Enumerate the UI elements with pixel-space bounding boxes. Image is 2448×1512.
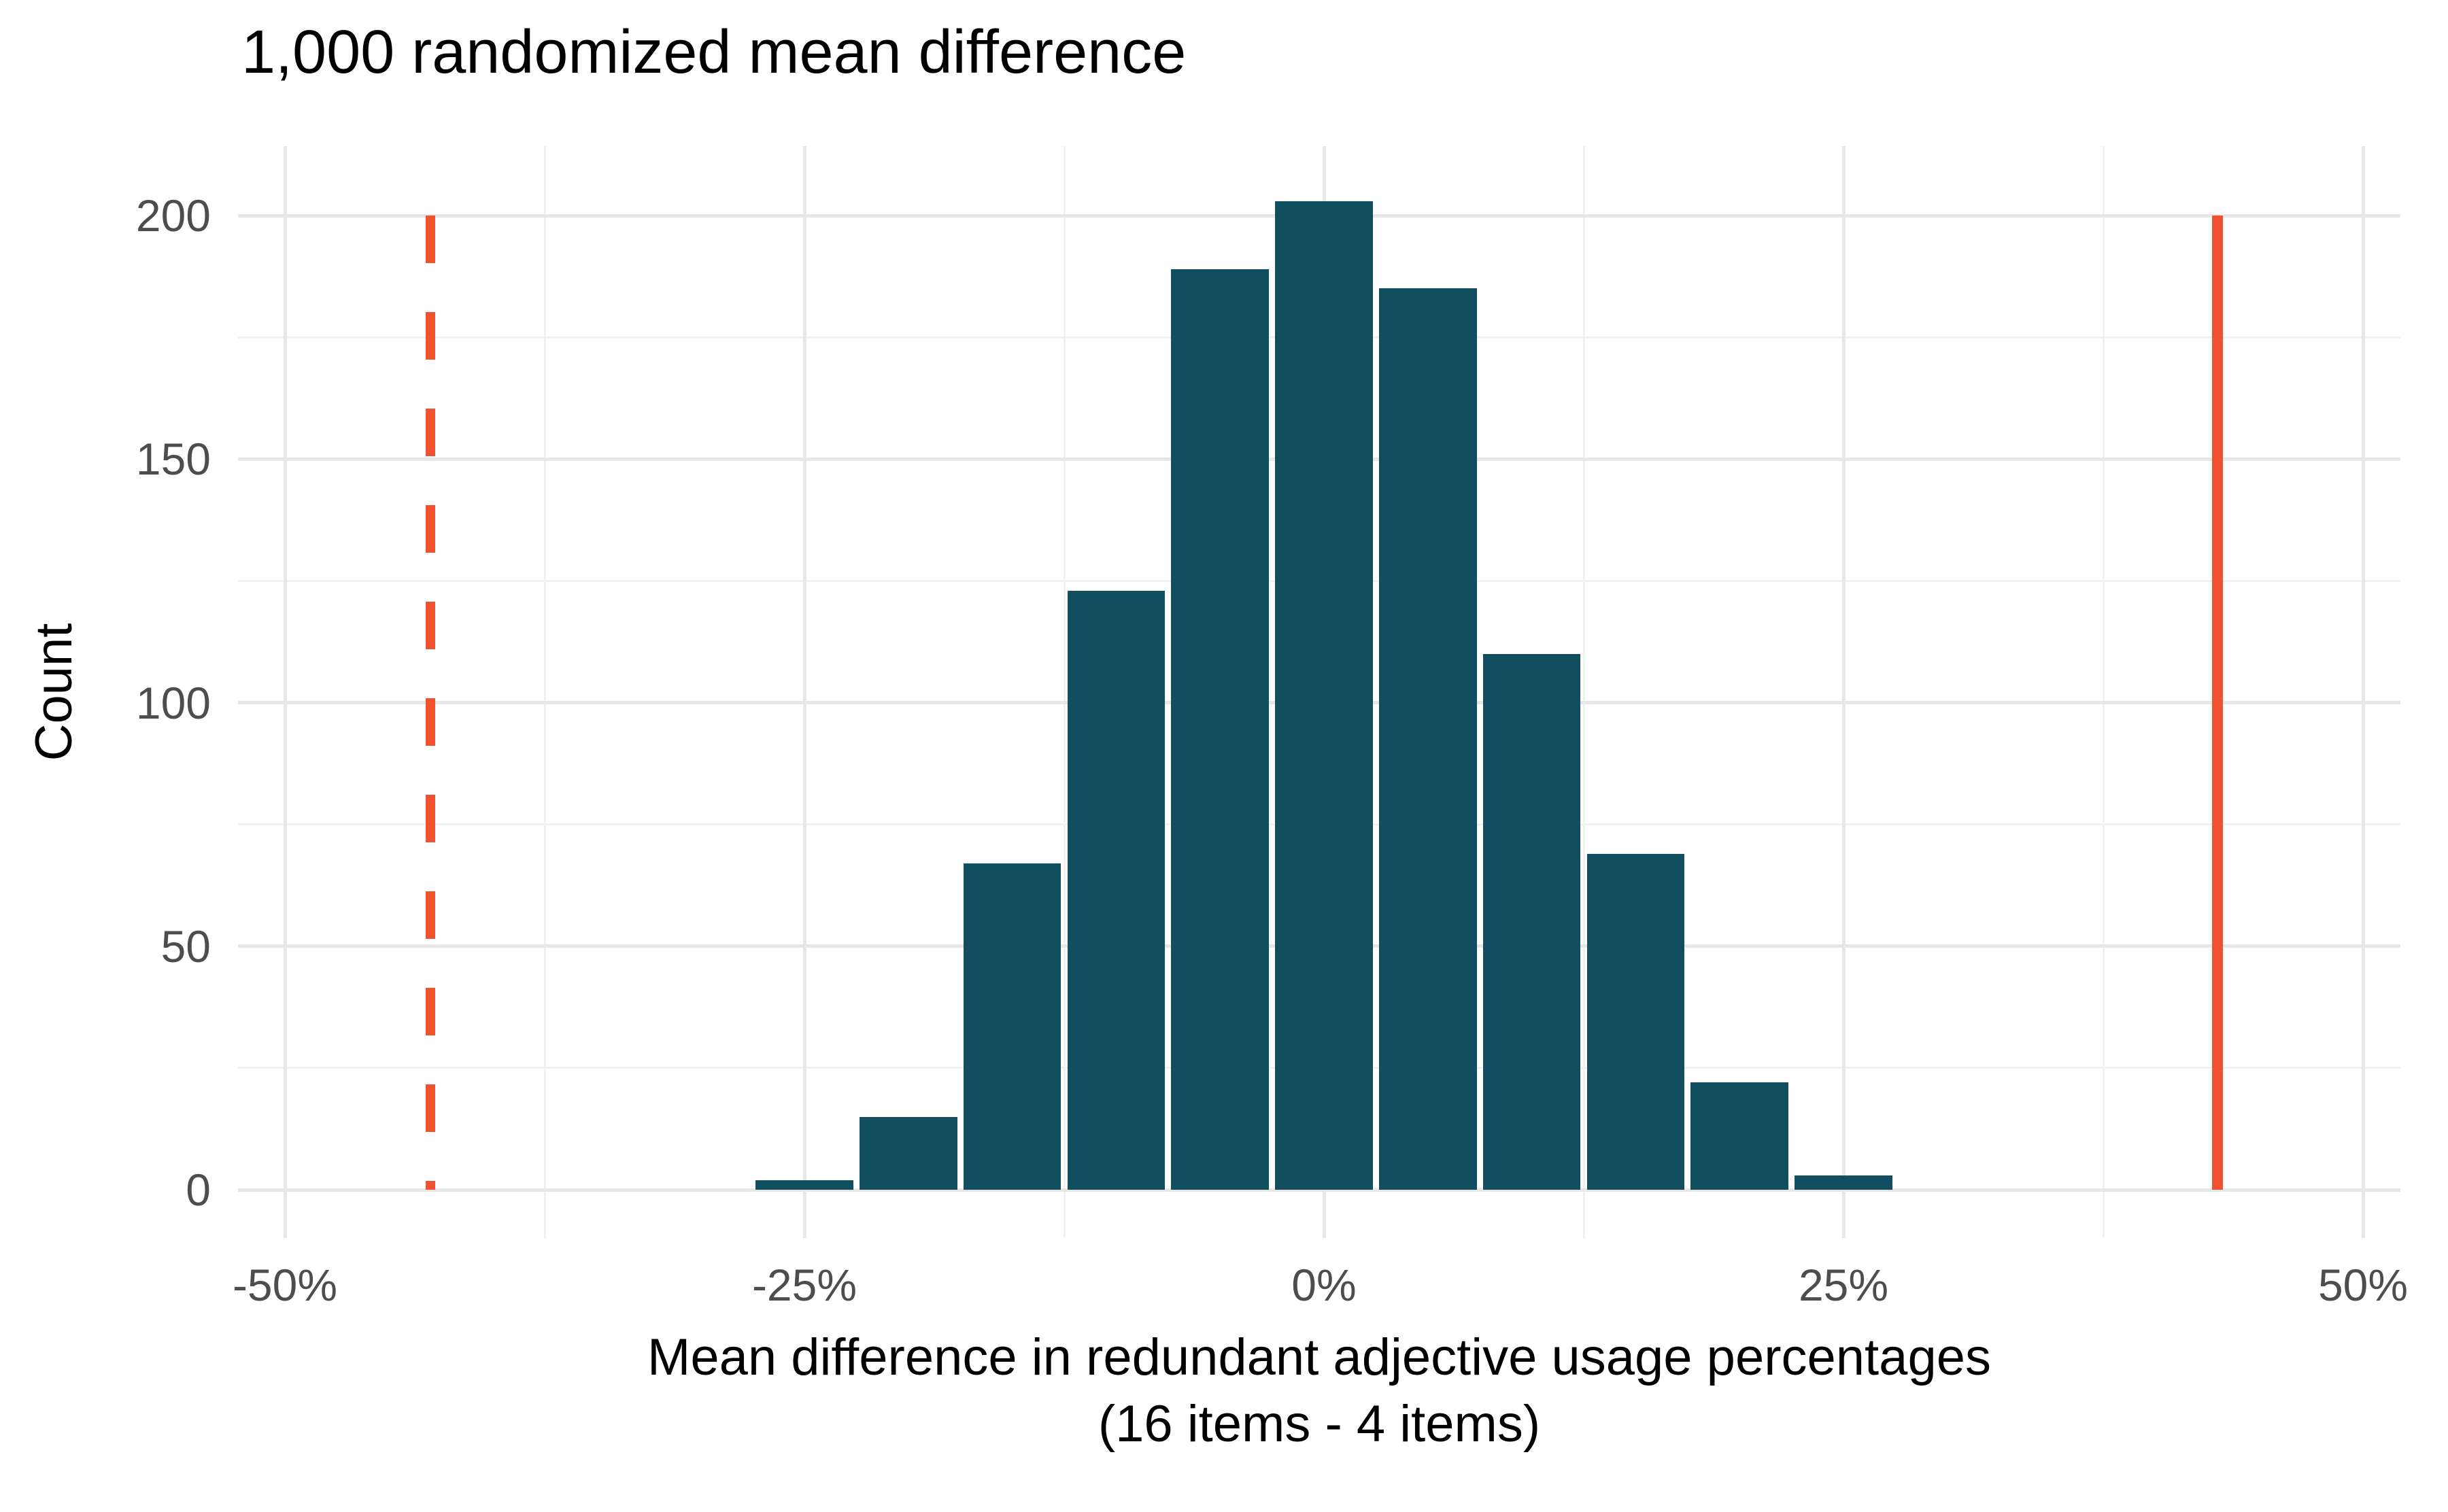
y-tick-label: 100 — [135, 677, 211, 728]
observed-difference-line — [2212, 216, 2224, 1190]
plot-panel — [238, 146, 2400, 1238]
gridline-x-minor — [2102, 146, 2105, 1238]
x-tick-label: 50% — [2317, 1260, 2409, 1310]
histogram-bar — [1690, 1082, 1789, 1190]
histogram-bar — [1378, 288, 1477, 1190]
x-tick-label: -25% — [751, 1260, 857, 1310]
gridline-x-major — [2361, 146, 2365, 1238]
gridline-x-major — [802, 146, 806, 1238]
y-tick-label: 150 — [135, 434, 211, 485]
histogram-bar — [1586, 853, 1685, 1190]
x-axis-title-line2: (16 items - 4 items) — [1098, 1395, 1541, 1453]
chart-title: 1,000 randomized mean difference — [241, 18, 1187, 86]
gridline-x-minor — [1063, 146, 1066, 1238]
histogram-bar — [1275, 201, 1373, 1190]
gridline-x-minor — [543, 146, 546, 1238]
gridline-y-major — [238, 1188, 2400, 1192]
y-tick-label: 0 — [186, 1165, 211, 1215]
negative-observed-difference-line — [425, 216, 435, 1190]
x-tick-label: 25% — [1798, 1260, 1889, 1310]
histogram-bar — [859, 1116, 957, 1190]
x-axis-title: Mean difference in redundant adjective u… — [238, 1324, 2400, 1458]
histogram-bar — [1067, 590, 1166, 1190]
x-tick-label: -50% — [232, 1260, 338, 1310]
histogram-bar — [1171, 269, 1270, 1190]
histogram-bar — [755, 1180, 853, 1190]
gridline-x-minor — [1582, 146, 1585, 1238]
y-tick-label: 200 — [135, 190, 211, 241]
x-tick-label: 0% — [1291, 1260, 1357, 1310]
x-axis-title-line1: Mean difference in redundant adjective u… — [647, 1328, 1991, 1386]
histogram-bar — [1795, 1175, 1892, 1190]
histogram-bar — [963, 863, 1061, 1190]
gridline-x-major — [1841, 146, 1846, 1238]
histogram-bar — [1482, 653, 1581, 1190]
y-tick-label: 50 — [160, 921, 211, 972]
gridline-x-major — [283, 146, 287, 1238]
